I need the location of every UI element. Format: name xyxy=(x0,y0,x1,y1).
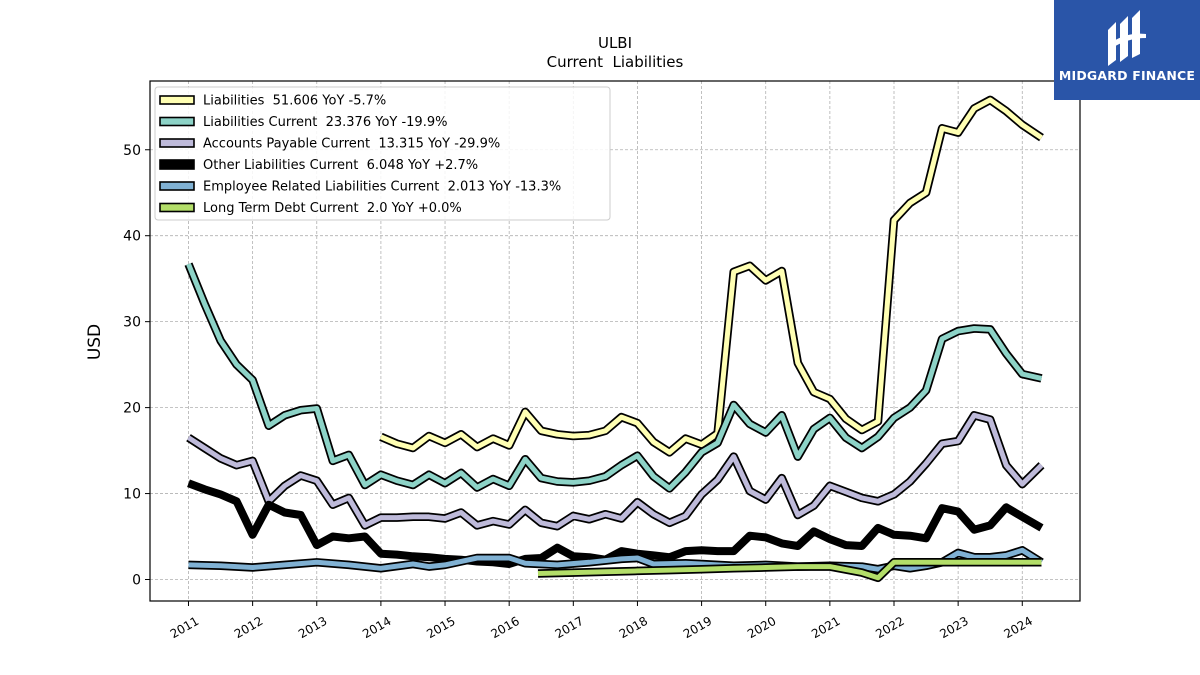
x-tick-label: 2011 xyxy=(168,614,201,641)
y-tick-label: 30 xyxy=(123,315,141,331)
x-tick-label: 2021 xyxy=(809,614,842,641)
legend-box xyxy=(154,86,611,221)
legend-label: Other Liabilities Current 6.048 YoY +2.7… xyxy=(203,158,478,173)
y-tick-label: 10 xyxy=(123,487,141,503)
x-tick-label: 2013 xyxy=(296,614,329,641)
series-line xyxy=(379,97,1043,455)
series-layer xyxy=(184,95,1045,583)
x-tick-label: 2018 xyxy=(617,614,650,641)
x-tick-label: 2019 xyxy=(681,614,714,641)
x-tick-label: 2023 xyxy=(937,614,970,641)
x-tick-label: 2015 xyxy=(424,614,457,641)
series-2 xyxy=(184,262,1043,493)
series-line xyxy=(187,412,1044,529)
x-tick-label: 2017 xyxy=(553,614,586,641)
legend-label: Liabilities Current 23.376 YoY -19.9% xyxy=(203,115,447,130)
x-tick-label: 2012 xyxy=(232,614,265,641)
x-tick-label: 2020 xyxy=(745,614,778,641)
series-3 xyxy=(186,411,1045,531)
y-tick-label: 40 xyxy=(123,229,141,245)
legend-swatch xyxy=(159,116,195,127)
legend-swatch xyxy=(159,95,195,105)
legend: Liabilities 51.606 YoY -5.7% Liabilities … xyxy=(154,86,611,221)
y-tick-label: 20 xyxy=(123,401,141,417)
y-tick-label: 50 xyxy=(123,143,141,159)
legend-swatch xyxy=(159,181,195,191)
series-line xyxy=(186,263,1043,491)
x-tick-label: 2014 xyxy=(360,614,393,641)
x-tick-label: 2022 xyxy=(873,614,906,641)
logo-mark-icon xyxy=(1108,10,1146,66)
series-4 xyxy=(187,479,1044,568)
legend-swatch xyxy=(159,138,195,148)
series-6 xyxy=(537,558,1042,583)
legend-swatch xyxy=(159,159,195,170)
x-tick-label: 2016 xyxy=(488,614,521,641)
y-axis-label: USD xyxy=(85,324,105,360)
chart-subtitle: Current Liabilities xyxy=(547,53,684,71)
x-tick-label: 2024 xyxy=(1002,614,1035,641)
plot-frame xyxy=(149,80,1081,602)
legend-swatch xyxy=(159,202,195,213)
series-line xyxy=(187,479,1044,568)
brand-logo: MIDGARD FINANCE xyxy=(1054,0,1200,100)
legend-label: Accounts Payable Current 13.315 YoY -29.… xyxy=(203,137,500,152)
chart-title: ULBI xyxy=(598,34,632,52)
legend-label: Employee Related Liabilities Current 2.0… xyxy=(203,180,561,195)
y-tick-label: 0 xyxy=(132,573,141,589)
series-1 xyxy=(379,95,1044,457)
legend-label: Long Term Debt Current 2.0 YoY +0.0% xyxy=(203,201,462,216)
legend-label: Liabilities 51.606 YoY -5.7% xyxy=(203,94,386,109)
logo-text: MIDGARD FINANCE xyxy=(1058,68,1196,83)
series-line xyxy=(537,559,1042,581)
